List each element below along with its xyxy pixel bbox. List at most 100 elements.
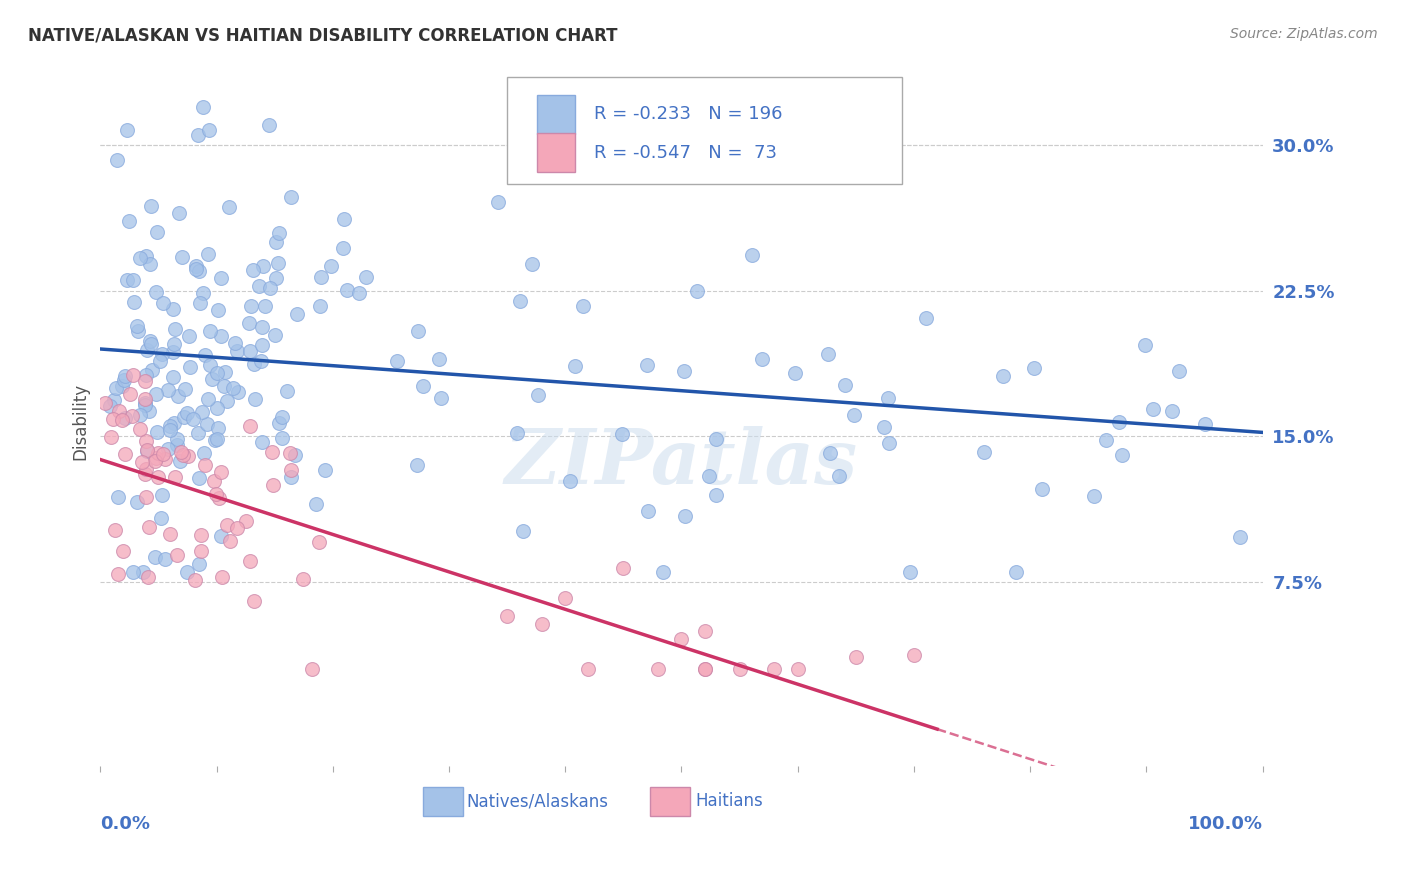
Point xyxy=(112,373,135,387)
Point xyxy=(610,427,633,442)
Point xyxy=(207,421,229,435)
Point xyxy=(697,468,720,483)
Point xyxy=(828,469,851,483)
FancyBboxPatch shape xyxy=(537,133,575,172)
Point xyxy=(187,128,209,142)
Point xyxy=(146,225,169,239)
Point xyxy=(271,430,294,444)
Point xyxy=(104,523,127,537)
Point xyxy=(319,259,342,273)
Point xyxy=(197,246,219,260)
Point xyxy=(217,517,239,532)
Point xyxy=(204,433,226,447)
Point xyxy=(877,391,900,405)
Point xyxy=(354,270,377,285)
Point xyxy=(162,301,184,316)
Point xyxy=(225,521,247,535)
Point xyxy=(333,212,356,227)
Point xyxy=(554,591,576,606)
Point xyxy=(250,320,273,334)
Point xyxy=(167,389,190,403)
Point xyxy=(107,403,129,417)
Point xyxy=(214,365,236,379)
Point xyxy=(114,447,136,461)
Text: R = -0.547   N =  73: R = -0.547 N = 73 xyxy=(595,145,778,162)
Point xyxy=(143,453,166,467)
Point xyxy=(751,352,773,367)
Point xyxy=(105,381,128,395)
Point xyxy=(94,396,117,410)
Point xyxy=(427,352,450,367)
Point xyxy=(259,118,281,132)
Point xyxy=(270,409,292,424)
Point xyxy=(205,366,228,380)
Point xyxy=(671,632,693,646)
Point xyxy=(115,273,138,287)
Point xyxy=(486,194,509,209)
Point xyxy=(693,624,716,639)
FancyBboxPatch shape xyxy=(537,95,575,134)
Point xyxy=(314,463,336,477)
Point xyxy=(262,445,284,459)
Point xyxy=(741,248,763,262)
Point xyxy=(205,432,228,446)
Point xyxy=(284,448,307,462)
Point xyxy=(225,344,247,359)
Point xyxy=(162,370,184,384)
Point xyxy=(612,561,634,575)
Point xyxy=(157,383,180,397)
Point xyxy=(122,565,145,579)
Point xyxy=(1005,565,1028,579)
Point xyxy=(125,318,148,333)
Point xyxy=(239,299,262,313)
Text: 0.0%: 0.0% xyxy=(100,814,150,832)
Point xyxy=(212,379,235,393)
Point xyxy=(572,300,595,314)
Point xyxy=(693,662,716,676)
Point xyxy=(405,458,427,472)
Point xyxy=(818,446,841,460)
Point xyxy=(195,417,218,431)
Point xyxy=(190,528,212,542)
Point xyxy=(652,565,675,579)
Point xyxy=(162,344,184,359)
Point xyxy=(167,205,190,219)
Point xyxy=(308,299,330,313)
Point xyxy=(163,336,186,351)
Point xyxy=(190,404,212,418)
Point xyxy=(114,368,136,383)
Point xyxy=(217,393,239,408)
Point xyxy=(763,662,786,676)
Point xyxy=(143,549,166,564)
Point xyxy=(134,392,156,406)
Point xyxy=(136,442,159,457)
Point xyxy=(209,271,232,285)
Point xyxy=(159,526,181,541)
Point xyxy=(170,250,193,264)
Point xyxy=(187,471,209,485)
Point xyxy=(506,426,529,441)
Point xyxy=(166,438,188,452)
Point xyxy=(238,316,260,330)
Point xyxy=(308,534,330,549)
Point xyxy=(105,153,128,167)
Point xyxy=(159,423,181,437)
Point xyxy=(336,283,359,297)
Point xyxy=(496,608,519,623)
Point xyxy=(1083,489,1105,503)
Point xyxy=(188,296,211,310)
Point xyxy=(821,148,844,162)
Point xyxy=(118,387,141,401)
Point xyxy=(145,451,167,466)
Point xyxy=(107,491,129,505)
Point xyxy=(1167,364,1189,378)
Point xyxy=(243,358,266,372)
Point xyxy=(122,272,145,286)
Point xyxy=(187,264,209,278)
Point xyxy=(254,299,277,313)
Point xyxy=(165,470,187,484)
Text: ZIPatlas: ZIPatlas xyxy=(505,426,858,500)
Point xyxy=(264,271,287,285)
Point xyxy=(111,413,134,427)
Point xyxy=(176,565,198,579)
